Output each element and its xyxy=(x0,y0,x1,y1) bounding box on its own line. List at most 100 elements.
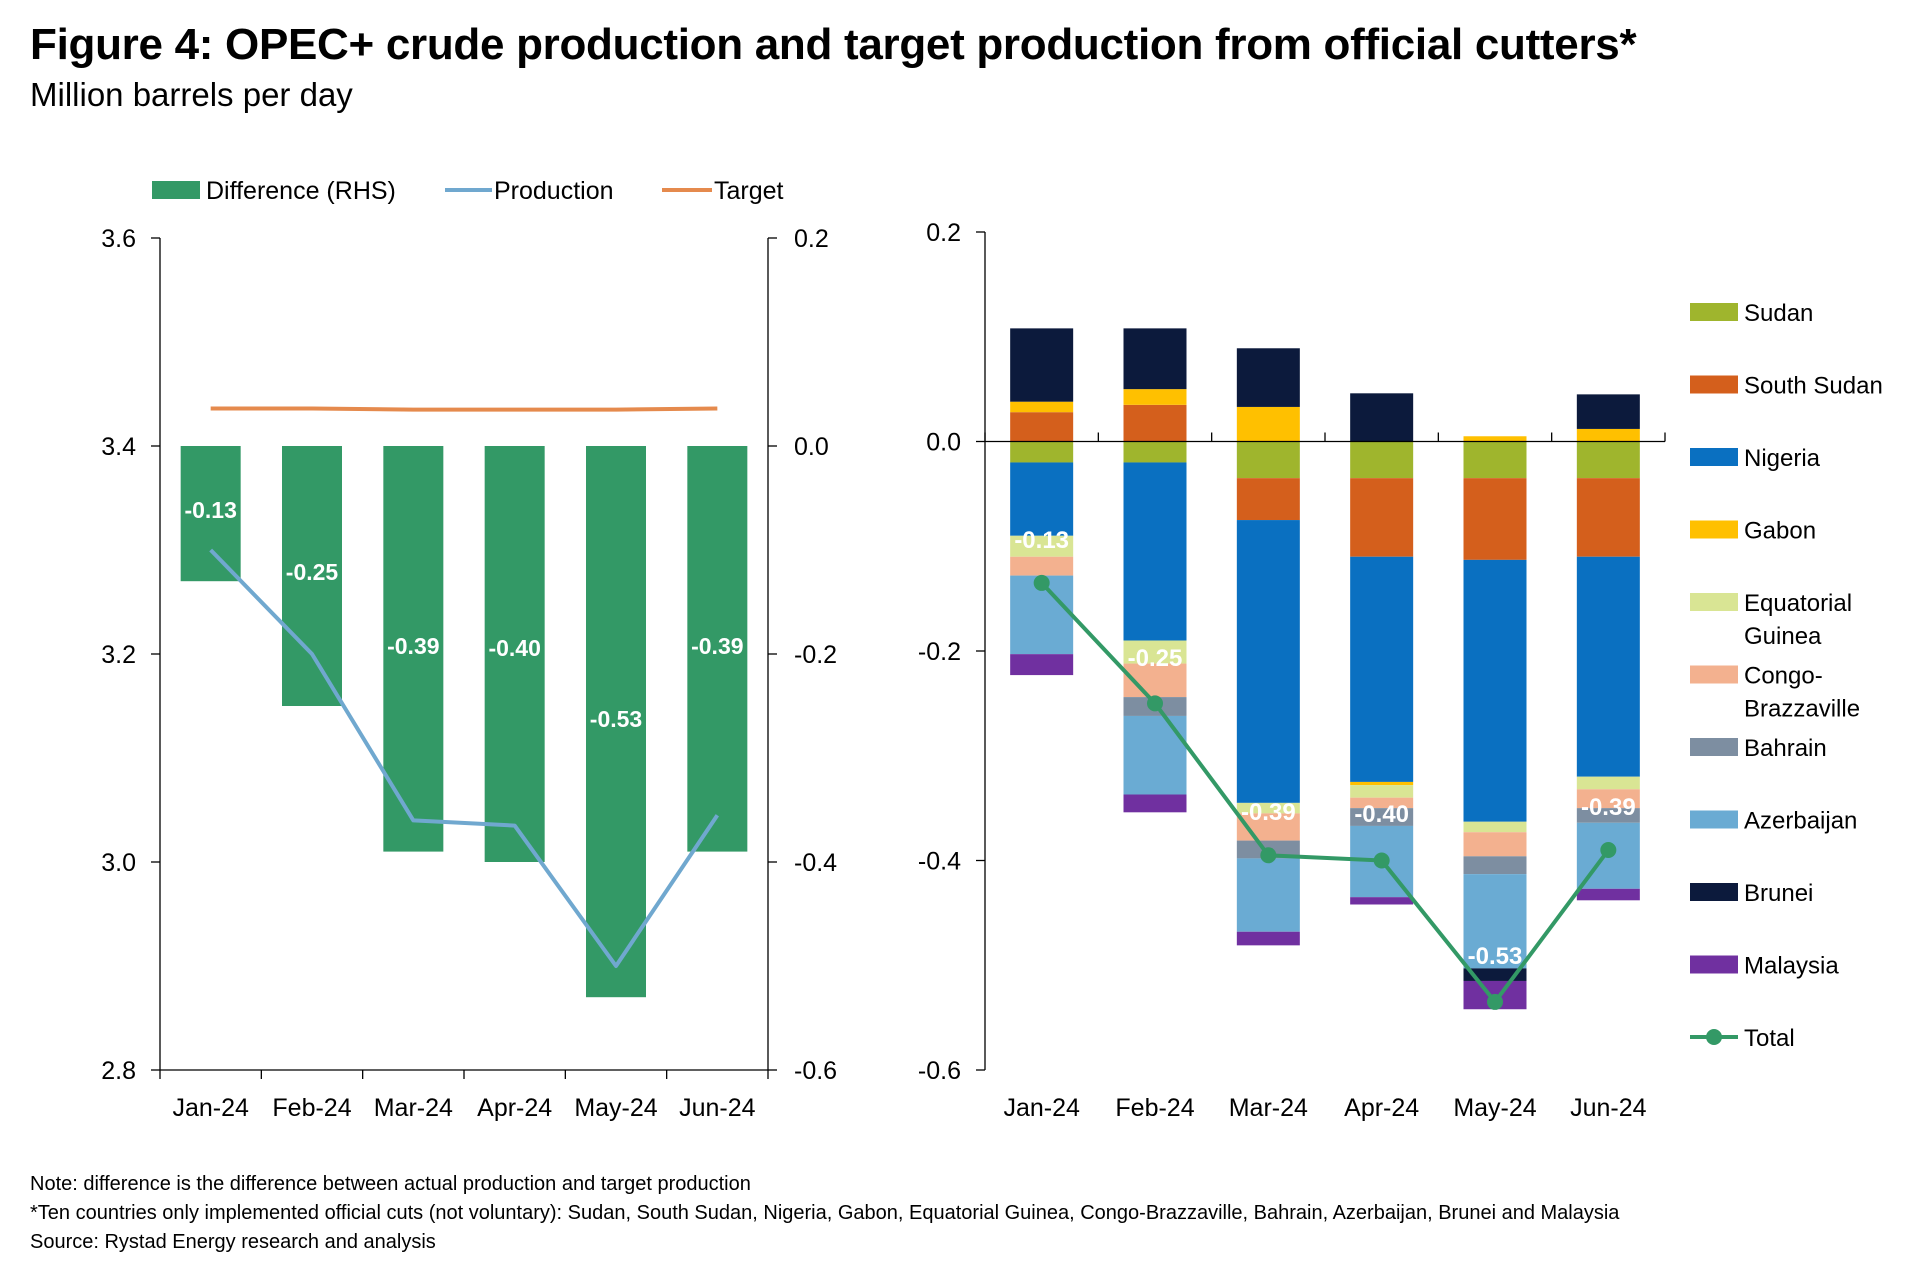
legend-label: Difference (RHS) xyxy=(206,177,396,205)
legend-label: Guinea xyxy=(1744,623,1822,650)
y-tick-label: 3.0 xyxy=(101,849,136,877)
legend-swatch xyxy=(1690,593,1738,611)
total-point xyxy=(1260,847,1277,864)
stack-segment-bahrain xyxy=(1350,808,1414,826)
stack-segment-south-sudan xyxy=(1236,478,1300,521)
stack-segment-equatorial-guinea xyxy=(1576,776,1640,790)
bar-data-label: -0.13 xyxy=(184,497,236,523)
legend-label: Equatorial xyxy=(1744,590,1852,617)
bar-data-label: -0.40 xyxy=(488,635,540,661)
target-line xyxy=(210,406,718,412)
legend-label: Gabon xyxy=(1744,518,1816,545)
legend-label: Sudan xyxy=(1744,300,1813,327)
stack-segment-nigeria xyxy=(1576,556,1640,777)
stack-segment-sudan xyxy=(1236,441,1300,479)
legend-swatch xyxy=(1690,303,1738,321)
stack-segment-equatorial-guinea xyxy=(1350,785,1414,798)
x-tick-label: Jan-24 xyxy=(1003,1094,1080,1122)
x-tick-label: Feb-24 xyxy=(1115,1094,1194,1122)
legend-label: Congo- xyxy=(1744,663,1823,690)
stack-segment-malaysia xyxy=(1576,888,1640,901)
legend-label: Brazzaville xyxy=(1744,696,1860,723)
legend-swatch-difference xyxy=(152,181,200,199)
stack-segment-gabon xyxy=(1576,428,1640,442)
total-point xyxy=(1600,842,1617,859)
x-tick-label: Apr-24 xyxy=(1344,1094,1419,1122)
total-data-label: -0.39 xyxy=(1581,794,1636,821)
total-point xyxy=(1373,852,1390,869)
legend-swatch xyxy=(1690,883,1738,901)
stack-segment-equatorial-guinea xyxy=(1010,535,1074,557)
stack-segment-nigeria xyxy=(1010,462,1074,536)
legend-label: Bahrain xyxy=(1744,735,1827,762)
note-line: *Ten countries only implemented official… xyxy=(30,1202,1620,1224)
stack-segment-brunei xyxy=(1123,328,1187,390)
total-data-label: -0.53 xyxy=(1468,943,1523,970)
difference-bar xyxy=(687,446,748,852)
y-tick-label: -0.2 xyxy=(918,638,961,666)
legend-swatch xyxy=(1690,955,1738,974)
legend-label: Total xyxy=(1744,1025,1795,1052)
stack-segment-sudan xyxy=(1350,441,1414,479)
stack-segment-south-sudan xyxy=(1123,404,1187,442)
legend-swatch-total-marker xyxy=(1706,1029,1722,1045)
note-line: Note: difference is the difference betwe… xyxy=(30,1173,751,1195)
total-data-label: -0.40 xyxy=(1354,801,1409,828)
y-tick-label: 2.8 xyxy=(101,1057,136,1085)
legend-label: Target xyxy=(714,177,784,205)
difference-bar xyxy=(180,446,241,582)
legend-label: Malaysia xyxy=(1744,953,1839,980)
total-data-label: -0.25 xyxy=(1128,645,1183,672)
x-tick-label: Mar-24 xyxy=(374,1094,453,1122)
y-tick-label: 0.2 xyxy=(926,219,961,247)
stack-segment-sudan xyxy=(1463,441,1527,479)
bar-data-label: -0.53 xyxy=(590,706,642,732)
stack-segment-sudan xyxy=(1123,441,1187,463)
notes: Note: difference is the difference betwe… xyxy=(30,1170,1619,1257)
stack-segment-sudan xyxy=(1576,441,1640,479)
difference-bar xyxy=(586,446,646,998)
y-tick-label: -0.4 xyxy=(918,848,961,876)
stack-segment-malaysia xyxy=(1236,931,1300,946)
y-tick-label: -0.6 xyxy=(918,1057,961,1085)
legend-swatch xyxy=(1690,520,1738,539)
legend-swatch xyxy=(1690,448,1738,466)
x-tick-label: May-24 xyxy=(574,1094,657,1122)
stack-segment-gabon xyxy=(1010,401,1074,413)
stack-segment-nigeria xyxy=(1236,520,1300,803)
stack-segment-sudan xyxy=(1010,441,1074,463)
legend-label: Nigeria xyxy=(1744,445,1821,472)
stack-segment-gabon xyxy=(1350,781,1414,786)
stack-segment-south-sudan xyxy=(1010,412,1074,442)
stack-segment-south-sudan xyxy=(1463,478,1527,560)
y2-tick-label: 0.0 xyxy=(794,433,829,461)
stack-segment-nigeria xyxy=(1123,462,1187,641)
stack-segment-azerbaijan xyxy=(1463,874,1527,969)
x-tick-label: Jun-24 xyxy=(1570,1094,1647,1122)
bar-data-label: -0.39 xyxy=(691,633,743,659)
x-tick-label: May-24 xyxy=(1453,1094,1536,1122)
x-tick-label: Jan-24 xyxy=(172,1094,249,1122)
legend-label: Production xyxy=(494,177,614,205)
y2-tick-label: -0.2 xyxy=(794,641,837,669)
note-line: Source: Rystad Energy research and analy… xyxy=(30,1231,436,1253)
stack-segment-equatorial-guinea xyxy=(1123,640,1187,664)
y-tick-label: 3.2 xyxy=(101,641,136,669)
stack-segment-bahrain xyxy=(1576,808,1640,823)
total-point xyxy=(1147,695,1163,712)
stack-segment-congo-brazzaville xyxy=(1576,789,1640,809)
legend-label: Brunei xyxy=(1744,880,1813,907)
stack-segment-congo-brazzaville xyxy=(1010,556,1074,576)
difference-bar xyxy=(282,446,342,706)
y2-tick-label: -0.6 xyxy=(794,1057,837,1085)
stack-segment-malaysia xyxy=(1350,897,1414,905)
legend-label: Azerbaijan xyxy=(1744,808,1857,835)
stack-segment-congo-brazzaville xyxy=(1463,832,1527,857)
stack-segment-nigeria xyxy=(1350,556,1414,782)
page-subtitle: Million barrels per day xyxy=(30,76,353,113)
page-title: Figure 4: OPEC+ crude production and tar… xyxy=(30,20,1637,69)
stack-segment-equatorial-guinea xyxy=(1463,821,1527,833)
y2-tick-label: 0.2 xyxy=(794,225,829,253)
